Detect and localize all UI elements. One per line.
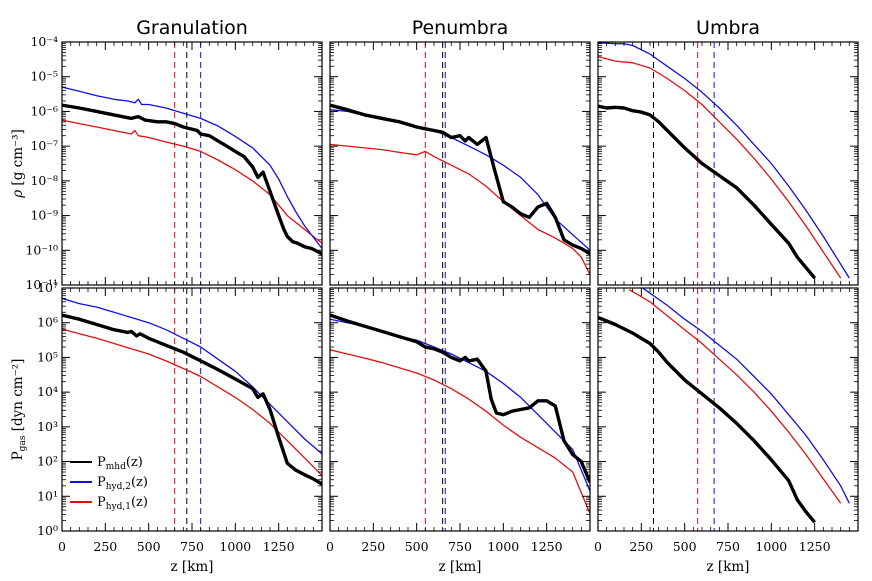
y-tick-label: 10²: [37, 454, 58, 469]
legend-label: Pmhd(z): [97, 455, 143, 472]
y-tick-label: 10¹: [37, 488, 58, 503]
series-line-mhd: [62, 103, 322, 256]
y-axis-label-unit: [dyn cm⁻²]: [10, 359, 26, 436]
panel-penumbra-rho: [329, 41, 591, 286]
y-tick-label: 10⁻⁹: [30, 208, 58, 223]
series-line-hyd1: [330, 143, 590, 275]
legend-entry: Phyd,2(z): [70, 475, 148, 492]
series-line-hyd2: [641, 288, 850, 504]
y-tick-label: 10⁶: [37, 315, 58, 330]
x-tick-label: 250: [361, 539, 385, 554]
x-axis-labels: 0 250 500 750 1000 1250 z [km] 0 250 500 750 1000 12…: [58, 539, 831, 575]
x-tick-label: 1250: [263, 539, 295, 554]
y-tick-label: 10⁻¹⁰: [25, 242, 58, 257]
series-line-hyd2: [62, 297, 322, 455]
x-tick-label: 1250: [531, 539, 563, 554]
y-tick-label: 10⁵: [37, 349, 58, 364]
legend-label-tail: (z): [131, 475, 148, 490]
panel-penumbra-p: [329, 287, 591, 532]
x-tick-label: 1000: [219, 539, 251, 554]
y-tick-label: 10⁻⁸: [30, 173, 58, 188]
panel-frame: [61, 41, 323, 286]
legend: Pmhd(z)Phyd,2(z)Phyd,1(z): [70, 455, 148, 512]
column-title: Granulation: [136, 17, 248, 39]
panel-granulation-p: [61, 287, 323, 532]
series-line-hyd2: [62, 86, 322, 249]
series-line-hyd1: [628, 289, 842, 504]
y-axis-label: Pgas [dyn cm⁻²]: [10, 359, 28, 461]
y-tick-label: 10⁻⁷: [30, 138, 58, 153]
x-tick-label: 750: [180, 539, 204, 554]
x-axis-label: z [km]: [707, 559, 750, 575]
series-line-mhd: [330, 313, 590, 484]
legend-label: Phyd,1(z): [97, 495, 148, 512]
y-tick-label: 10⁻¹¹: [25, 277, 58, 292]
x-axis-label: z [km]: [439, 559, 482, 575]
series-line-mhd: [598, 104, 817, 280]
series-line-hyd1: [598, 55, 842, 279]
y-tick-label: 10⁻⁴: [30, 34, 58, 49]
series-line-mhd: [598, 315, 817, 524]
x-tick-label: 500: [137, 539, 161, 554]
panel-frame: [597, 287, 859, 532]
y-tick-label: 10³: [37, 419, 58, 434]
series-line-mhd: [330, 103, 590, 256]
legend-label: Phyd,2(z): [97, 475, 148, 492]
legend-label-sub: hyd,1: [106, 502, 131, 512]
series-line-mhd: [62, 313, 322, 486]
x-tick-label: 250: [629, 539, 653, 554]
x-tick-label: 1000: [487, 539, 519, 554]
y-tick-label: 10⁻⁵: [30, 69, 58, 84]
x-tick-label: 250: [93, 539, 117, 554]
x-tick-label: 1000: [755, 539, 787, 554]
y-tick-label: 10⁴: [37, 384, 58, 399]
legend-label-sub: hyd,2: [106, 482, 131, 492]
y-tick-label: 10⁰: [37, 523, 58, 538]
column-title: Penumbra: [412, 17, 509, 39]
y-axis-label: ρ [g cm⁻³]: [10, 129, 26, 199]
column-title: Umbra: [696, 17, 760, 39]
x-tick-label: 1250: [799, 539, 831, 554]
legend-label-main: P: [97, 455, 106, 470]
y-tick-label: 10⁻⁶: [30, 103, 58, 118]
x-tick-label: 500: [405, 539, 429, 554]
series-line-hyd2: [598, 42, 850, 279]
x-tick-label: 750: [448, 539, 472, 554]
x-tick-label: 0: [58, 539, 66, 554]
y-axis-label-main: P: [10, 451, 26, 460]
panels: [61, 41, 859, 532]
legend-label-tail: (z): [126, 455, 143, 470]
x-tick-label: 0: [326, 539, 334, 554]
y-axis-label-unit: [g cm⁻³]: [10, 129, 26, 190]
x-tick-label: 500: [673, 539, 697, 554]
y-axis-label-sub: gas: [18, 435, 28, 451]
legend-label-main: P: [97, 475, 106, 490]
x-tick-label: 750: [716, 539, 740, 554]
y-tick-label: 10⁷: [37, 280, 58, 295]
panel-granulation-rho: [61, 41, 323, 286]
column-titles: Granulation Penumbra Umbra: [136, 17, 760, 39]
legend-entry: Phyd,1(z): [70, 495, 148, 512]
x-axis-label: z [km]: [171, 559, 214, 575]
panel-umbra-p: [597, 287, 859, 532]
panel-frame: [329, 41, 591, 286]
legend-label-tail: (z): [131, 495, 148, 510]
legend-label-main: P: [97, 495, 106, 510]
series-line-hyd1: [330, 349, 590, 514]
panel-frame: [329, 287, 591, 532]
legend-label-sub: mhd: [106, 462, 126, 472]
y-axis-label-main: ρ: [10, 190, 26, 199]
legend-entry: Pmhd(z): [70, 455, 143, 472]
x-tick-label: 0: [594, 539, 602, 554]
y-axis-labels: 10⁻¹¹ 10⁻¹⁰ 10⁻⁹ 10⁻⁸ 10⁻⁷ 10⁻⁶ 10⁻⁵ 10⁻⁴ ρ [g c…: [10, 34, 58, 538]
panel-frame: [597, 41, 859, 286]
series-line-hyd2: [330, 109, 590, 251]
panel-umbra-rho: [597, 41, 859, 286]
